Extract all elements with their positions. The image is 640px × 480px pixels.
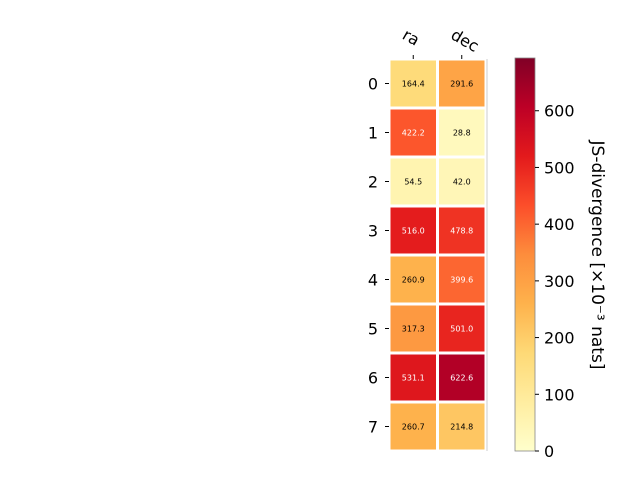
row-tick-label: 3	[368, 222, 378, 241]
cell-value-label: 164.4	[402, 80, 425, 89]
row-tick-labels: 0 1 2 3 4 5 6 7	[368, 75, 389, 437]
heatmap-cell	[436, 253, 488, 306]
cell-labels: 164.4 291.6 422.2 28.8 54.5 42.0 516.0 478.8 260…	[402, 80, 473, 432]
cell-value-label: 622.6	[450, 374, 473, 383]
heatmap-cell	[436, 204, 488, 257]
colorbar-gradient	[514, 57, 536, 452]
cell-value-label: 54.5	[404, 178, 422, 187]
row-tick-label: 6	[368, 369, 378, 388]
cell-value-label: 42.0	[453, 178, 471, 187]
column-tick-labels: ra dec	[399, 25, 482, 59]
row-tick-label: 7	[368, 418, 378, 437]
colorbar-label: JS-divergence [×10⁻³ nats]	[587, 140, 607, 370]
row-tick-label: 0	[368, 75, 378, 94]
row-tick-label: 4	[368, 271, 378, 290]
heatmap-cells	[387, 57, 488, 453]
colorbar-tick-label: 500	[544, 158, 575, 177]
column-tick-label: ra	[399, 25, 423, 50]
colorbar-tick-label: 100	[544, 385, 575, 404]
cell-value-label: 516.0	[402, 227, 425, 236]
cell-value-label: 478.8	[450, 227, 473, 236]
cell-value-label: 214.8	[450, 423, 473, 432]
cell-value-label: 531.1	[402, 374, 425, 383]
colorbar-tick-label: 600	[544, 102, 575, 121]
cell-value-label: 260.9	[402, 276, 425, 285]
colorbar-tick-label: 300	[544, 272, 575, 291]
cell-value-label: 422.2	[402, 129, 425, 138]
row-tick-label: 5	[368, 320, 378, 339]
colorbar-tick-label: 200	[544, 329, 575, 348]
cell-value-label: 399.6	[450, 276, 473, 285]
heatmap-cell	[436, 155, 488, 208]
cell-value-label: 260.7	[402, 423, 425, 432]
cell-value-label: 501.0	[450, 325, 473, 334]
cell-value-label: 317.3	[402, 325, 425, 334]
cell-value-label: 28.8	[453, 129, 471, 138]
heatmap-cell	[436, 106, 488, 159]
colorbar: 0 100 200 300 400 500 600	[514, 57, 575, 461]
cell-value-label: 291.6	[450, 80, 473, 89]
colorbar-tick-label: 0	[544, 442, 554, 461]
column-tick-label: dec	[448, 25, 482, 56]
row-tick-label: 2	[368, 173, 378, 192]
colorbar-tick-label: 400	[544, 215, 575, 234]
row-tick-label: 1	[368, 124, 378, 143]
heatmap-cell	[436, 400, 488, 453]
